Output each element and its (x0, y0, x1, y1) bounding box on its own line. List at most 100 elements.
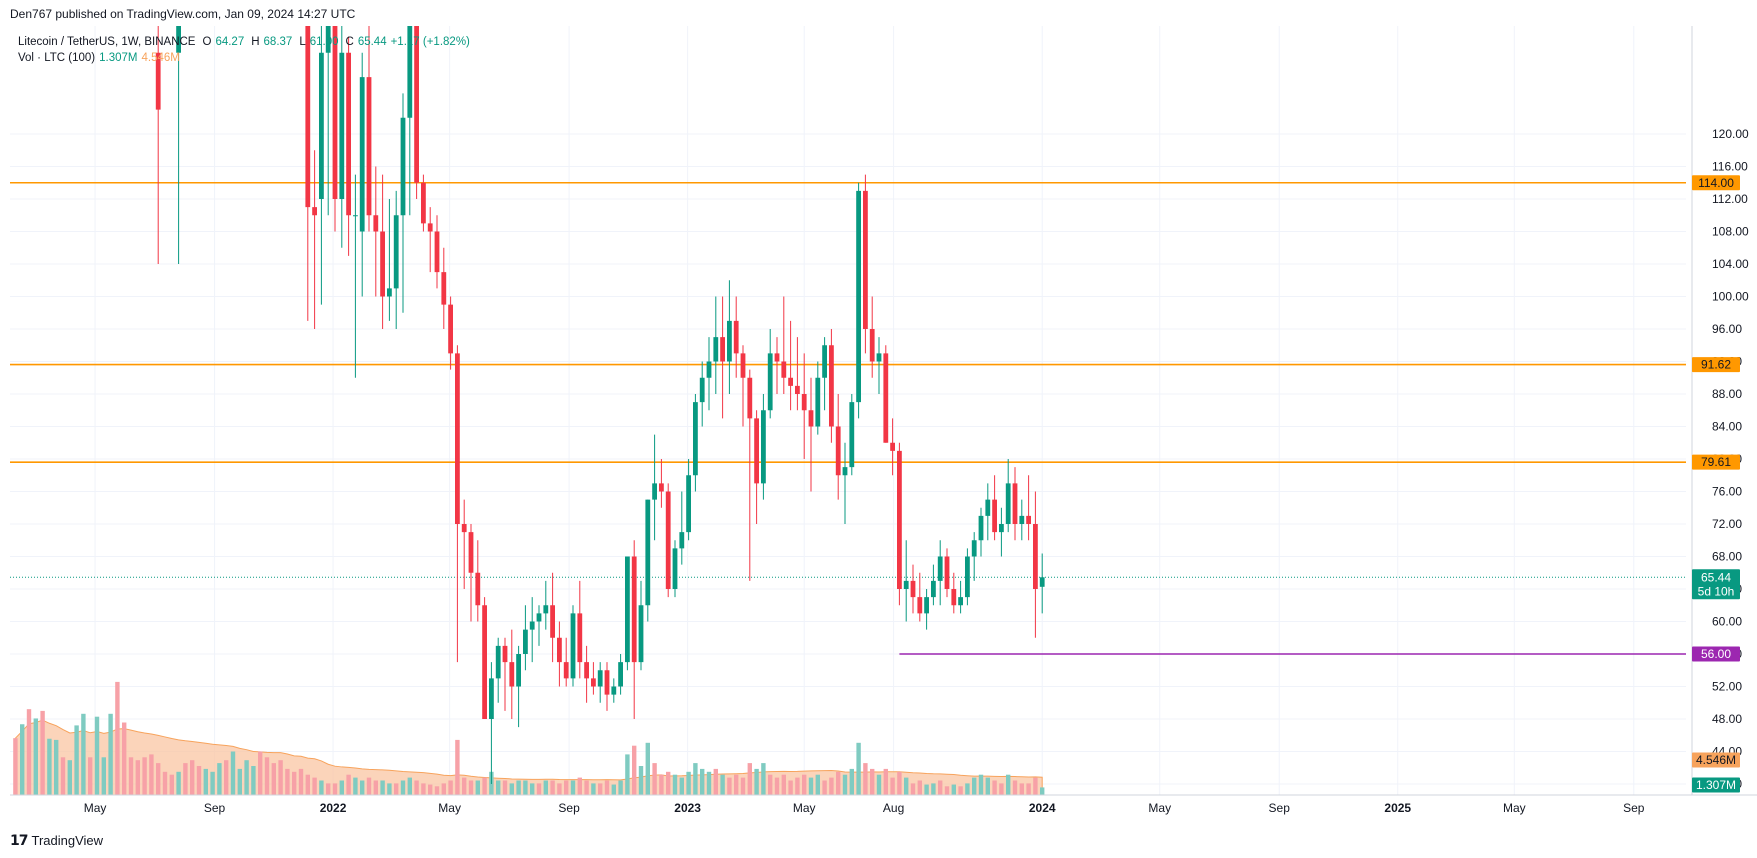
volume-bar (428, 784, 433, 795)
volume-bar (774, 777, 780, 795)
candle (482, 597, 487, 719)
candle-body (1039, 577, 1045, 587)
candle-body (319, 52, 324, 199)
candle (529, 597, 535, 663)
candle-body (1012, 483, 1018, 524)
volume-bar (339, 780, 344, 795)
volume-bar (693, 763, 698, 795)
candle-body (373, 215, 379, 232)
volume-bar (516, 780, 521, 795)
candle (917, 572, 923, 622)
candle-body (393, 215, 399, 289)
volume-bar (67, 760, 72, 795)
candle (849, 394, 855, 476)
candle-body (903, 580, 909, 589)
footer: 𝟭𝟳 TradingView (10, 832, 103, 849)
candle-body (543, 605, 549, 614)
x-tick-label: Sep (1269, 801, 1291, 815)
candle (958, 580, 963, 614)
volume-bar (543, 780, 548, 795)
time-axis[interactable]: May Sep 2022 May Sep 2023 May Aug 2024 May Sep 2025… (10, 794, 1757, 815)
symbol-name[interactable]: Litecoin / TetherUS, 1W, BINANCE (18, 36, 196, 48)
volume-bar (706, 771, 712, 795)
volume-ma-value: 4.546M (141, 52, 180, 64)
candle-body (890, 442, 895, 451)
candle (1033, 491, 1038, 638)
candle-body (917, 597, 923, 614)
candle (659, 459, 664, 508)
candle (638, 580, 644, 671)
y-tick-label: 68.00 (1712, 550, 1742, 564)
volume-bar (999, 783, 1004, 795)
volume-bar (815, 774, 820, 795)
volume-bar (591, 783, 596, 795)
candle-body (652, 483, 657, 500)
price-axis[interactable]: 120.00 116.00 112.00 108.00 104.00 100.00 96.0… (1691, 26, 1749, 795)
volume-bar (523, 780, 528, 795)
candle-body (638, 605, 644, 663)
volume-bar (1019, 783, 1024, 795)
close-label: C (345, 36, 354, 48)
volume-bar (720, 774, 725, 795)
volume-bar (924, 784, 929, 795)
candle (665, 483, 671, 598)
candle (332, 26, 338, 232)
candle-body (645, 499, 651, 606)
x-tick-label: May (84, 801, 107, 815)
brand-name[interactable]: TradingView (31, 833, 104, 848)
tradingview-logo-icon[interactable]: 𝟭𝟳 (10, 832, 29, 848)
volume-bar (1012, 780, 1018, 795)
candle-body (829, 345, 834, 427)
volume-row: Vol · LTC (100) 1.307M 4.546M (18, 50, 470, 66)
candle-body (1026, 515, 1031, 524)
candle (434, 215, 440, 289)
volume-bar (808, 777, 814, 795)
candle (788, 320, 793, 411)
volume-bar (883, 768, 888, 795)
candle-body (706, 361, 712, 378)
candle-body (863, 190, 868, 329)
volume-bar (40, 710, 45, 795)
candle (489, 662, 494, 784)
volume-bar (292, 771, 297, 795)
candle (393, 190, 399, 329)
volume-bar (81, 713, 86, 795)
low-label: L (299, 36, 306, 48)
candle (890, 418, 895, 476)
candle (999, 507, 1004, 557)
candle (978, 507, 984, 557)
candle (312, 150, 317, 329)
volume-bar (904, 777, 909, 795)
x-tick-label: Sep (1623, 801, 1645, 815)
y-tick-label: 120.00 (1712, 127, 1749, 141)
volume-bar (353, 777, 358, 795)
candle (543, 580, 549, 630)
candle (557, 621, 562, 687)
candle-body (693, 402, 698, 476)
volume-bar (992, 780, 997, 795)
candle (1012, 467, 1018, 541)
candle-body (448, 304, 453, 354)
candle (883, 345, 889, 443)
y-tick-label: 48.00 (1712, 712, 1742, 726)
y-tick-label: 84.00 (1712, 420, 1742, 434)
candle-body (801, 394, 807, 411)
volume-bar (448, 780, 453, 795)
volume-bar (829, 777, 834, 795)
volume-bar (978, 774, 984, 795)
candle (985, 483, 991, 541)
candle-body (835, 426, 841, 476)
level-tag-bg (1692, 175, 1740, 191)
volume-bar (74, 725, 79, 795)
candle-body (767, 353, 773, 411)
volume-bar (210, 771, 215, 795)
candle-body (400, 117, 406, 216)
volume-bar (530, 783, 535, 795)
horizontal-levels[interactable] (10, 181, 1686, 655)
volume-label[interactable]: Vol · LTC (100) (18, 52, 96, 64)
candle-body (618, 662, 623, 687)
candle (672, 540, 678, 598)
level-tag-bg (1692, 454, 1740, 470)
volume-bar (244, 760, 249, 795)
